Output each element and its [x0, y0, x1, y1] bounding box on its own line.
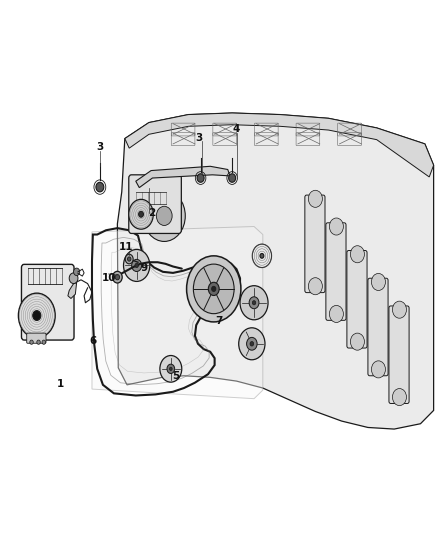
Circle shape — [127, 257, 131, 261]
Text: 11: 11 — [119, 243, 134, 252]
Circle shape — [96, 182, 104, 192]
Circle shape — [125, 254, 133, 264]
Circle shape — [69, 273, 78, 284]
Circle shape — [160, 356, 182, 382]
Text: 2: 2 — [148, 208, 155, 218]
Circle shape — [329, 305, 343, 322]
Circle shape — [249, 297, 259, 309]
Circle shape — [167, 364, 175, 374]
Circle shape — [33, 311, 41, 320]
Circle shape — [212, 286, 216, 292]
Circle shape — [350, 333, 364, 350]
Circle shape — [135, 263, 138, 268]
Circle shape — [247, 337, 257, 350]
Circle shape — [156, 206, 172, 225]
Circle shape — [229, 174, 236, 182]
Circle shape — [240, 286, 268, 320]
Circle shape — [113, 271, 122, 283]
Circle shape — [208, 282, 219, 295]
Circle shape — [124, 249, 150, 281]
Text: 6: 6 — [90, 336, 97, 346]
Polygon shape — [92, 227, 263, 399]
Text: 5: 5 — [173, 371, 180, 381]
Text: 10: 10 — [101, 273, 116, 283]
FancyBboxPatch shape — [305, 195, 325, 293]
Text: 3: 3 — [196, 133, 203, 142]
Circle shape — [143, 190, 185, 241]
Text: 7: 7 — [215, 316, 223, 326]
Circle shape — [193, 264, 234, 313]
Polygon shape — [117, 113, 434, 429]
Circle shape — [170, 367, 172, 370]
FancyBboxPatch shape — [389, 306, 409, 403]
FancyBboxPatch shape — [21, 264, 74, 340]
FancyBboxPatch shape — [368, 278, 388, 376]
Circle shape — [308, 190, 322, 207]
Circle shape — [74, 268, 80, 276]
Circle shape — [187, 256, 241, 322]
FancyBboxPatch shape — [347, 251, 367, 348]
Text: 4: 4 — [233, 124, 240, 134]
Circle shape — [239, 328, 265, 360]
FancyBboxPatch shape — [27, 333, 46, 343]
FancyBboxPatch shape — [129, 175, 181, 233]
Polygon shape — [136, 166, 230, 188]
Circle shape — [129, 199, 153, 229]
Circle shape — [329, 218, 343, 235]
Circle shape — [260, 254, 264, 258]
Polygon shape — [125, 113, 434, 177]
Circle shape — [308, 278, 322, 295]
Circle shape — [252, 301, 256, 305]
Circle shape — [250, 342, 254, 346]
FancyBboxPatch shape — [326, 223, 346, 320]
Text: 3: 3 — [96, 142, 103, 152]
Circle shape — [197, 174, 204, 182]
Circle shape — [138, 211, 144, 217]
Circle shape — [371, 273, 385, 290]
Circle shape — [392, 301, 406, 318]
Circle shape — [392, 389, 406, 406]
Circle shape — [37, 340, 40, 344]
Text: 1: 1 — [57, 379, 64, 389]
Circle shape — [371, 361, 385, 378]
Circle shape — [30, 340, 33, 344]
Circle shape — [132, 260, 141, 271]
Circle shape — [252, 244, 272, 268]
Circle shape — [18, 293, 55, 338]
Circle shape — [42, 340, 46, 344]
Circle shape — [350, 246, 364, 263]
Polygon shape — [68, 282, 77, 298]
Circle shape — [115, 274, 120, 280]
Text: 9: 9 — [140, 263, 147, 272]
